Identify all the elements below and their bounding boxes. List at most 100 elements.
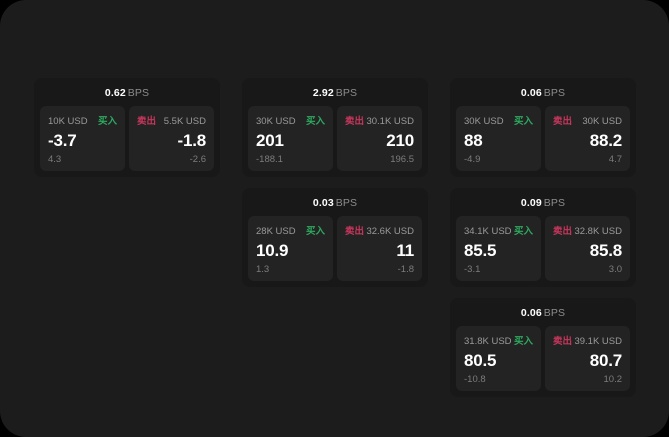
buy-size-label: 10K USD — [48, 116, 88, 127]
spread-unit-label: BPS — [335, 197, 358, 209]
panel-top-row: 34.1K USD 买入 — [464, 223, 533, 237]
spread-value: 0.06 — [520, 87, 542, 99]
sell-price: 11 — [396, 241, 414, 260]
buy-size-label: 30K USD — [464, 116, 504, 127]
buy-side-tag: 买入 — [513, 336, 533, 347]
sell-panel[interactable]: 卖出 30.1K USD 210 196.5 — [337, 106, 422, 171]
buy-price: 10.9 — [256, 241, 289, 260]
buy-price: -3.7 — [48, 131, 77, 150]
spread-value: 2.92 — [312, 87, 334, 99]
sell-delta: 196.5 — [390, 154, 414, 165]
buy-side-tag: 买入 — [97, 116, 117, 127]
sell-delta: -1.8 — [397, 264, 414, 275]
spread-value: 0.03 — [312, 197, 334, 209]
card-header: 0.06 BPS — [456, 84, 630, 103]
buy-size-label: 34.1K USD — [464, 226, 512, 237]
sell-price: 80.7 — [589, 351, 622, 370]
panel-top-row: 28K USD 买入 — [256, 223, 325, 237]
sell-side-tag: 卖出 — [345, 116, 365, 127]
buy-panel[interactable]: 28K USD 买入 10.9 1.3 — [248, 216, 333, 281]
sell-price: 210 — [386, 131, 414, 150]
sell-delta: -2.6 — [189, 154, 206, 165]
quote-card[interactable]: 2.92 BPS 30K USD 买入 201 -188.1 卖出 30.1K USD 210 1… — [242, 78, 428, 177]
spread-unit-label: BPS — [335, 87, 358, 99]
panel-top-row: 卖出 30.1K USD — [345, 113, 414, 127]
sell-price: 88.2 — [589, 131, 622, 150]
buy-panel[interactable]: 30K USD 买入 88 -4.9 — [456, 106, 541, 171]
panel-pair: 31.8K USD 买入 80.5 -10.8 卖出 39.1K USD 80.7 10.2 — [456, 326, 630, 391]
panel-top-row: 10K USD 买入 — [48, 113, 117, 127]
spread-unit-label: BPS — [543, 87, 566, 99]
buy-price: 88 — [464, 131, 483, 150]
sell-panel[interactable]: 卖出 5.5K USD -1.8 -2.6 — [129, 106, 214, 171]
panel-top-row: 卖出 39.1K USD — [553, 333, 622, 347]
sell-price: 85.8 — [589, 241, 622, 260]
sell-price: -1.8 — [177, 131, 207, 150]
sell-size-label: 39.1K USD — [574, 336, 622, 347]
spread-unit-label: BPS — [543, 307, 566, 319]
sell-delta: 4.7 — [608, 154, 622, 165]
quote-card[interactable]: 0.06 BPS 30K USD 买入 88 -4.9 卖出 30K USD 88.2 4.7 — [450, 78, 636, 177]
buy-delta: 4.3 — [48, 154, 62, 165]
buy-price: 201 — [256, 131, 284, 150]
card-header: 0.06 BPS — [456, 304, 630, 323]
buy-panel[interactable]: 30K USD 买入 201 -188.1 — [248, 106, 333, 171]
panel-pair: 10K USD 买入 -3.7 4.3 卖出 5.5K USD -1.8 -2.6 — [40, 106, 214, 171]
sell-size-label: 30K USD — [582, 116, 622, 127]
spread-value: 0.62 — [104, 87, 126, 99]
buy-side-tag: 买入 — [513, 226, 533, 237]
buy-panel[interactable]: 10K USD 买入 -3.7 4.3 — [40, 106, 125, 171]
buy-delta: -188.1 — [256, 154, 283, 165]
buy-side-tag: 买入 — [305, 116, 325, 127]
buy-delta: -3.1 — [464, 264, 481, 275]
sell-side-tag: 卖出 — [345, 226, 365, 237]
sell-size-label: 30.1K USD — [366, 116, 414, 127]
quote-card[interactable]: 0.06 BPS 31.8K USD 买入 80.5 -10.8 卖出 39.1K USD 80… — [450, 298, 636, 397]
spread-unit-label: BPS — [127, 87, 150, 99]
panel-pair: 28K USD 买入 10.9 1.3 卖出 32.6K USD 11 -1.8 — [248, 216, 422, 281]
panel-top-row: 卖出 32.8K USD — [553, 223, 622, 237]
quote-card[interactable]: 0.03 BPS 28K USD 买入 10.9 1.3 卖出 32.6K USD 11 -1.8 — [242, 188, 428, 287]
panel-top-row: 卖出 30K USD — [553, 113, 622, 127]
buy-panel[interactable]: 31.8K USD 买入 80.5 -10.8 — [456, 326, 541, 391]
panel-pair: 30K USD 买入 201 -188.1 卖出 30.1K USD 210 196.5 — [248, 106, 422, 171]
card-header: 0.09 BPS — [456, 194, 630, 213]
buy-size-label: 30K USD — [256, 116, 296, 127]
sell-side-tag: 卖出 — [553, 336, 573, 347]
spread-value: 0.06 — [520, 307, 542, 319]
buy-side-tag: 买入 — [513, 116, 533, 127]
spread-unit-label: BPS — [543, 197, 566, 209]
sell-size-label: 32.6K USD — [366, 226, 414, 237]
spread-value: 0.09 — [520, 197, 542, 209]
quote-column: 0.62 BPS 10K USD 买入 -3.7 4.3 卖出 5.5K USD -1.8 -2.… — [34, 78, 220, 177]
buy-delta: -4.9 — [464, 154, 481, 165]
card-header: 0.62 BPS — [40, 84, 214, 103]
panel-top-row: 30K USD 买入 — [464, 113, 533, 127]
sell-panel[interactable]: 卖出 30K USD 88.2 4.7 — [545, 106, 630, 171]
card-header: 2.92 BPS — [248, 84, 422, 103]
buy-price: 80.5 — [464, 351, 497, 370]
quote-card[interactable]: 0.62 BPS 10K USD 买入 -3.7 4.3 卖出 5.5K USD -1.8 -2.… — [34, 78, 220, 177]
panel-top-row: 31.8K USD 买入 — [464, 333, 533, 347]
buy-side-tag: 买入 — [305, 226, 325, 237]
buy-size-label: 31.8K USD — [464, 336, 512, 347]
quote-column: 0.06 BPS 30K USD 买入 88 -4.9 卖出 30K USD 88.2 4.7 0.… — [450, 78, 636, 397]
panel-top-row: 卖出 5.5K USD — [137, 113, 206, 127]
card-header: 0.03 BPS — [248, 194, 422, 213]
sell-panel[interactable]: 卖出 39.1K USD 80.7 10.2 — [545, 326, 630, 391]
sell-panel[interactable]: 卖出 32.6K USD 11 -1.8 — [337, 216, 422, 281]
quote-column: 2.92 BPS 30K USD 买入 201 -188.1 卖出 30.1K USD 210 1… — [242, 78, 428, 287]
sell-size-label: 32.8K USD — [574, 226, 622, 237]
quote-card[interactable]: 0.09 BPS 34.1K USD 买入 85.5 -3.1 卖出 32.8K USD 85.… — [450, 188, 636, 287]
panel-pair: 34.1K USD 买入 85.5 -3.1 卖出 32.8K USD 85.8 3.0 — [456, 216, 630, 281]
sell-side-tag: 卖出 — [137, 116, 157, 127]
buy-panel[interactable]: 34.1K USD 买入 85.5 -3.1 — [456, 216, 541, 281]
sell-size-label: 5.5K USD — [163, 116, 206, 127]
quote-board: 0.62 BPS 10K USD 买入 -3.7 4.3 卖出 5.5K USD -1.8 -2.… — [34, 78, 636, 397]
panel-top-row: 卖出 32.6K USD — [345, 223, 414, 237]
buy-delta: 1.3 — [256, 264, 270, 275]
buy-price: 85.5 — [464, 241, 497, 260]
sell-delta: 10.2 — [603, 374, 623, 385]
sell-panel[interactable]: 卖出 32.8K USD 85.8 3.0 — [545, 216, 630, 281]
